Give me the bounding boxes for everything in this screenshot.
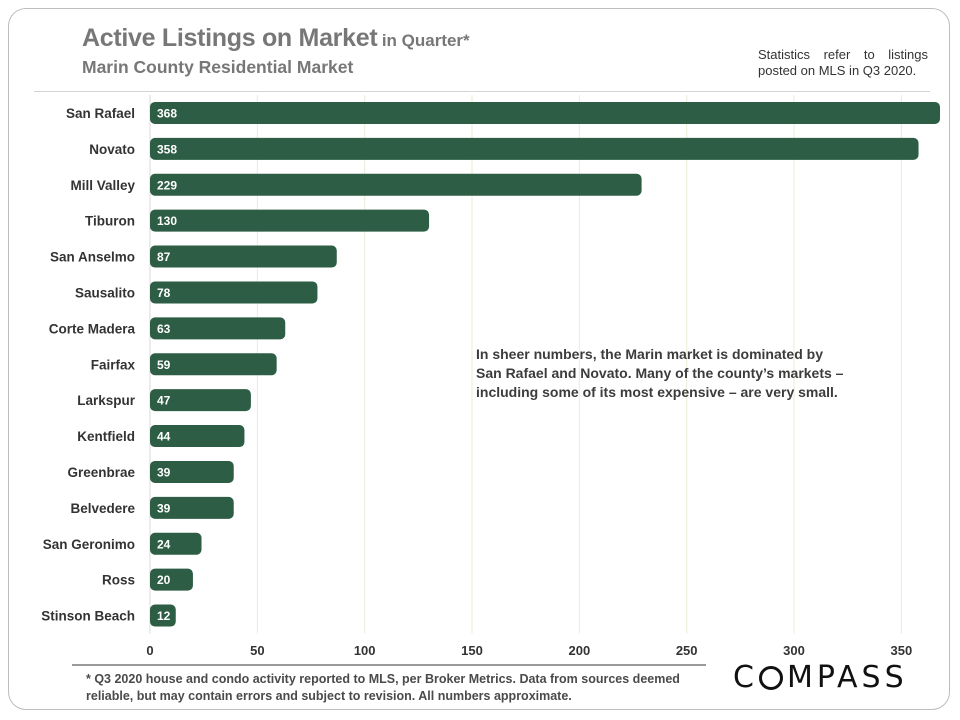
chart-title: Active Listings on Market in Quarter* <box>82 24 470 53</box>
x-tick-label: 350 <box>891 643 913 658</box>
category-label: San Anselmo <box>50 250 135 265</box>
logo-text-start: C <box>733 660 758 695</box>
x-tick-label: 200 <box>568 643 590 658</box>
bar <box>150 496 234 519</box>
x-tick-label: 50 <box>250 643 264 658</box>
bar-value-label: 47 <box>157 394 171 408</box>
bar-value-label: 39 <box>157 465 171 479</box>
category-label: San Geronimo <box>43 537 135 552</box>
x-tick-label: 0 <box>146 643 153 658</box>
compass-logo: C MPASS <box>733 660 908 695</box>
bar <box>150 137 919 160</box>
chart-title-main: Active Listings on Market <box>82 24 378 52</box>
category-label: Greenbrae <box>67 465 135 480</box>
bar <box>150 532 202 555</box>
category-label: Kentfield <box>77 429 135 444</box>
x-tick-label: 150 <box>461 643 483 658</box>
logo-text-end: MPASS <box>786 660 908 695</box>
bar-value-label: 39 <box>157 501 171 515</box>
footnote: * Q3 2020 house and condo activity repor… <box>86 672 680 703</box>
chart-subtitle: Marin County Residential Market <box>82 57 354 77</box>
bar-value-label: 229 <box>157 178 177 192</box>
bar-value-label: 63 <box>157 322 171 336</box>
bar-value-label: 87 <box>157 250 171 264</box>
category-label: Mill Valley <box>70 178 135 193</box>
bar <box>150 604 176 627</box>
category-label: Novato <box>89 142 135 157</box>
bar <box>150 101 940 124</box>
bar <box>150 460 234 483</box>
category-label: Larkspur <box>77 393 136 408</box>
bar <box>150 353 277 376</box>
bar <box>150 425 245 448</box>
chart-frame <box>8 8 950 710</box>
bar-value-label: 358 <box>157 142 177 156</box>
category-label: Corte Madera <box>49 321 136 336</box>
category-label: San Rafael <box>66 106 135 121</box>
x-tick-label: 100 <box>354 643 376 658</box>
chart-annotation: In sheer numbers, the Marin market is do… <box>476 346 844 400</box>
category-label: Ross <box>102 573 135 588</box>
chart-title-suffix: in Quarter* <box>381 31 470 50</box>
bar <box>150 317 286 340</box>
bar <box>150 245 337 268</box>
bar-value-label: 44 <box>157 430 171 444</box>
bar <box>150 389 251 412</box>
bar <box>150 281 318 304</box>
bar-value-label: 20 <box>157 573 171 587</box>
bar-value-label: 12 <box>157 609 171 623</box>
footnote-divider <box>72 664 706 666</box>
bar-value-label: 59 <box>157 358 171 372</box>
bar-value-label: 368 <box>157 106 177 120</box>
category-label: Belvedere <box>70 501 135 516</box>
bar-value-label: 24 <box>157 537 171 551</box>
category-label: Fairfax <box>91 357 136 372</box>
bar <box>150 173 642 196</box>
bar-value-label: 78 <box>157 286 171 300</box>
logo-circle-icon <box>758 665 783 690</box>
category-label: Sausalito <box>75 285 135 300</box>
bar-value-label: 130 <box>157 214 177 228</box>
x-tick-label: 250 <box>676 643 698 658</box>
category-label: Stinson Beach <box>41 609 135 624</box>
bar <box>150 568 193 591</box>
bar <box>150 209 430 232</box>
x-tick-label: 300 <box>783 643 805 658</box>
top-divider <box>34 91 930 92</box>
category-label: Tiburon <box>85 214 135 229</box>
statistics-note: Statistics refer to listings posted on M… <box>758 47 928 78</box>
